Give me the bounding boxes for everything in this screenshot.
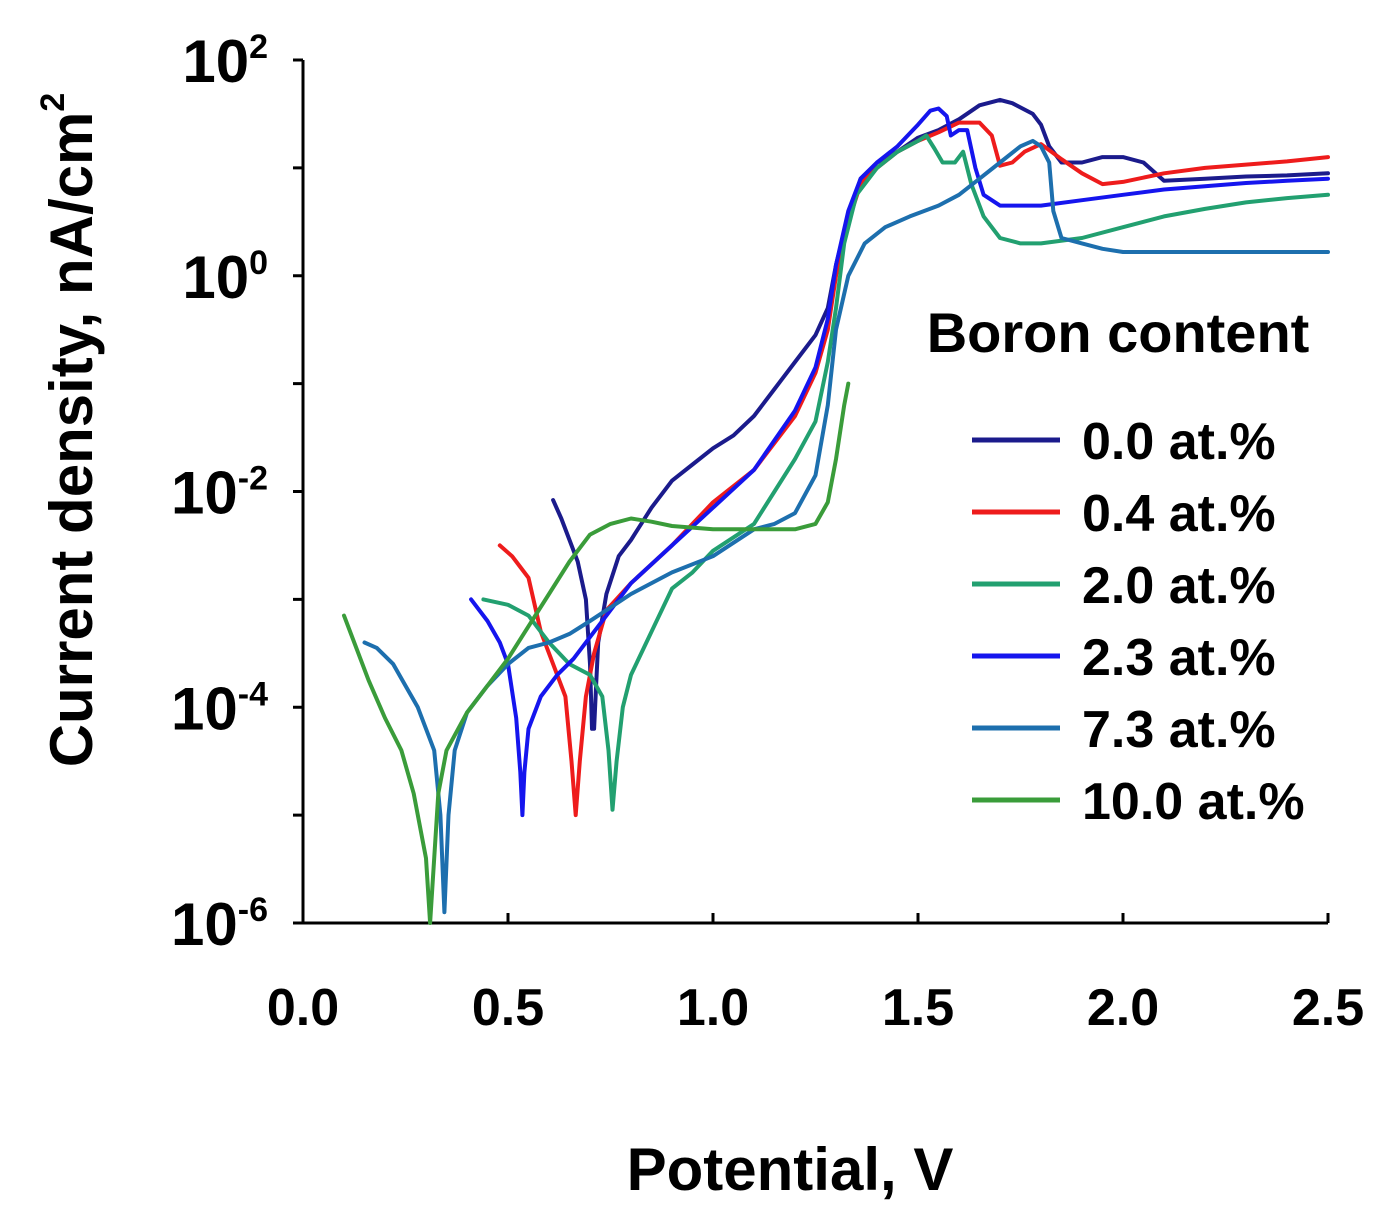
- x-tick-label: 0.0: [267, 979, 339, 1037]
- y-tick-label: 10-6: [171, 891, 268, 958]
- y-axis-title-text: Current density, nA/cm: [38, 112, 105, 768]
- y-tick-label: 102: [182, 28, 268, 95]
- axis-titles: Potential, V Current density, nA/cm2: [34, 93, 953, 1203]
- y-axis-title: Current density, nA/cm2: [34, 93, 105, 768]
- y-tick-exponent: 0: [249, 244, 268, 282]
- series-layer: [342, 97, 1330, 925]
- y-tick-label: 10-2: [171, 460, 268, 527]
- y-tick-label: 10-4: [171, 675, 268, 742]
- legend-items: 0.0 at.% 0.4 at.% 2.0 at.% 2.3 at.% 7.3 at.%…: [972, 413, 1305, 831]
- x-tick-label: 2.5: [1292, 979, 1364, 1037]
- series-line-7-3-at: [362, 138, 1330, 915]
- y-tick-base: 10: [182, 28, 249, 95]
- x-tick-label: 1.5: [882, 979, 954, 1037]
- y-tick-exponent: -6: [238, 891, 268, 929]
- y-tick-exponent: -2: [238, 460, 268, 498]
- legend-title: Boron content: [927, 301, 1310, 364]
- legend: Boron content 0.0 at.% 0.4 at.% 2.0 at.% 2.…: [927, 301, 1310, 831]
- x-tick-label: 0.5: [472, 979, 544, 1037]
- y-axis-title-superscript: 2: [34, 93, 72, 112]
- y-tick-exponent: -4: [238, 675, 268, 713]
- legend-label: 7.3 at.%: [1082, 701, 1276, 759]
- legend-label: 0.4 at.%: [1082, 485, 1276, 543]
- legend-label: 0.0 at.%: [1082, 413, 1276, 471]
- series-line-2-3-at: [469, 106, 1330, 818]
- y-tick-exponent: 2: [249, 28, 268, 66]
- legend-label: 10.0 at.%: [1082, 773, 1305, 831]
- y-tick-base: 10: [171, 460, 238, 527]
- y-tick-base: 10: [182, 244, 249, 311]
- y-tick-base: 10: [171, 891, 238, 958]
- legend-label: 2.3 at.%: [1082, 629, 1276, 687]
- x-tick-label: 2.0: [1087, 979, 1159, 1037]
- series-line-10-0-at: [342, 381, 851, 925]
- x-axis-title: Potential, V: [627, 1136, 954, 1203]
- legend-label: 2.0 at.%: [1082, 557, 1276, 615]
- series-line-2-0-at: [481, 133, 1330, 812]
- x-tick-label: 1.0: [677, 979, 749, 1037]
- y-tick-base: 10: [171, 675, 238, 742]
- y-tick-label: 100: [182, 244, 268, 311]
- axes: [293, 58, 1330, 925]
